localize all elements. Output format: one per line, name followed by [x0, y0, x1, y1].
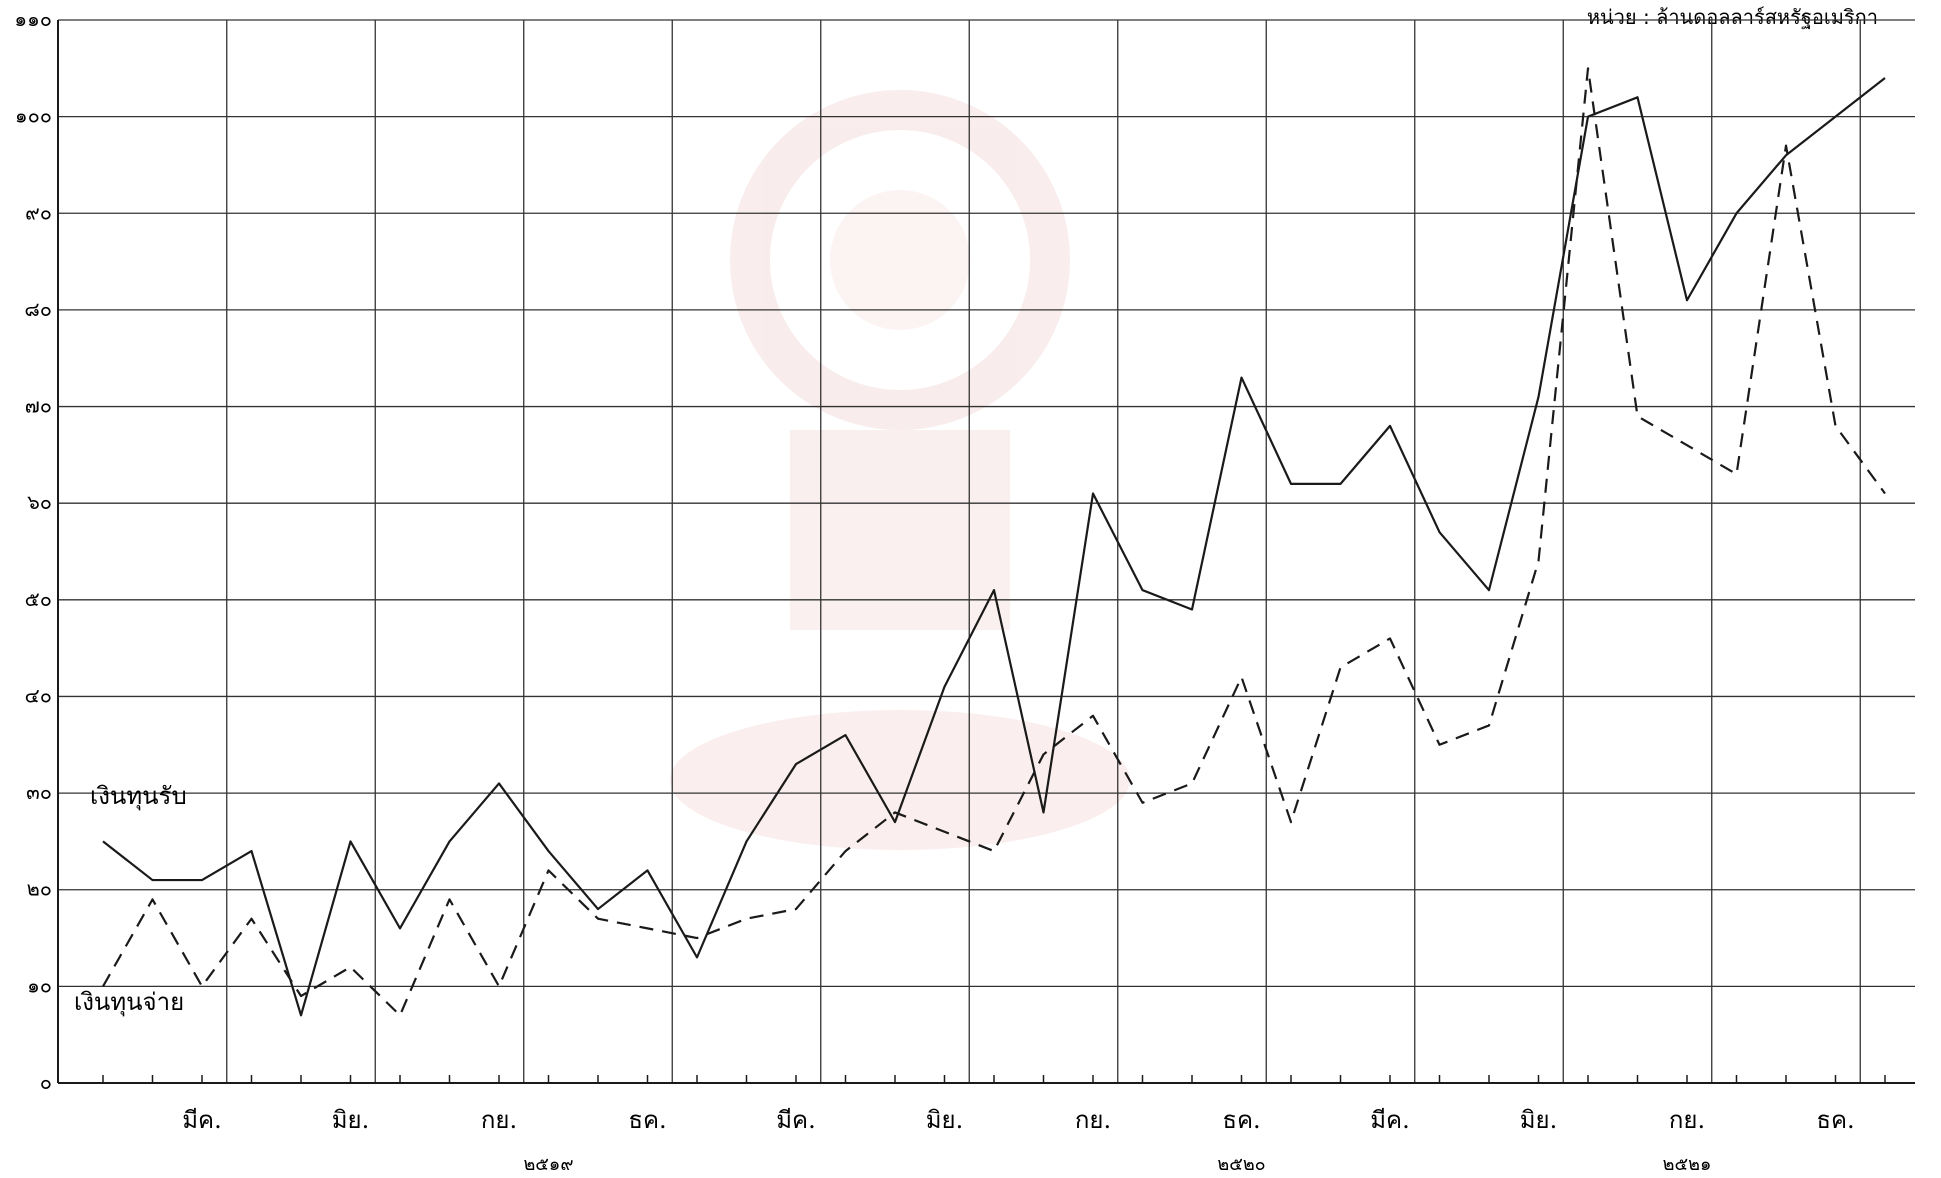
- series-lines: [102, 67, 1886, 1017]
- y-tick-label: ๔๐: [25, 683, 52, 707]
- y-tick-label: ๒๐: [27, 877, 52, 901]
- x-tick-label: ธค.: [1816, 1106, 1854, 1134]
- x-tick-label: กย.: [481, 1106, 517, 1134]
- x-tick-label: มิย.: [1520, 1106, 1558, 1134]
- y-tick-label: ๑๐: [27, 973, 52, 997]
- series-line-received: [102, 77, 1886, 1017]
- unit-label: หน่วย : ล้านดอลลาร์สหรัฐอเมริกา: [1587, 5, 1878, 29]
- x-tick-label: มิย.: [926, 1106, 964, 1134]
- y-tick-label: ๙๐: [25, 200, 52, 224]
- y-tick-label: ๓๐: [26, 780, 52, 804]
- series-label-paid: เงินทุนจ่าย: [74, 988, 184, 1017]
- axes: [57, 20, 1915, 1084]
- series-line-paid: [102, 67, 1886, 1017]
- x-tick-label: ธค.: [1222, 1106, 1260, 1134]
- x-tick-label: มีค.: [776, 1106, 816, 1134]
- x-year-label: ๒๕๒๐: [1217, 1154, 1265, 1175]
- series-label-received: เงินทุนรับ: [90, 782, 187, 811]
- x-tick-label: มิย.: [332, 1106, 370, 1134]
- grid: [57, 19, 1915, 1083]
- x-year-label: ๒๕๑๙: [523, 1154, 573, 1175]
- x-tick-label: มีค.: [182, 1106, 222, 1134]
- y-tick-label: ๗๐: [25, 394, 52, 418]
- x-tick-label: กย.: [1075, 1106, 1111, 1134]
- y-tick-label: ๘๐: [24, 297, 52, 321]
- y-tick-label: ๑๐๐: [15, 104, 52, 128]
- x-tick-label: มีค.: [1370, 1106, 1410, 1134]
- watermark-emblem: [670, 90, 1130, 850]
- y-tick-label: ๐: [40, 1070, 52, 1094]
- x-tick-labels: มีค. มิย. กย. ธค. มีค. มิย. กย. ธค. มีค. มิย. กย. ธ…: [182, 1106, 1854, 1175]
- y-tick-label: ๕๐: [25, 587, 52, 611]
- x-tick-label: กย.: [1669, 1106, 1705, 1134]
- x-year-label: ๒๕๒๑: [1663, 1154, 1712, 1175]
- y-tick-labels: ๐ ๑๐ ๒๐ ๓๐ ๔๐ ๕๐ ๖๐ ๗๐ ๘๐ ๙๐ ๑๐๐ ๑๑๐: [14, 7, 52, 1094]
- y-tick-label: ๖๐: [27, 490, 52, 514]
- y-tick-label: ๑๑๐: [14, 7, 52, 31]
- x-tick-label: ธค.: [628, 1106, 666, 1134]
